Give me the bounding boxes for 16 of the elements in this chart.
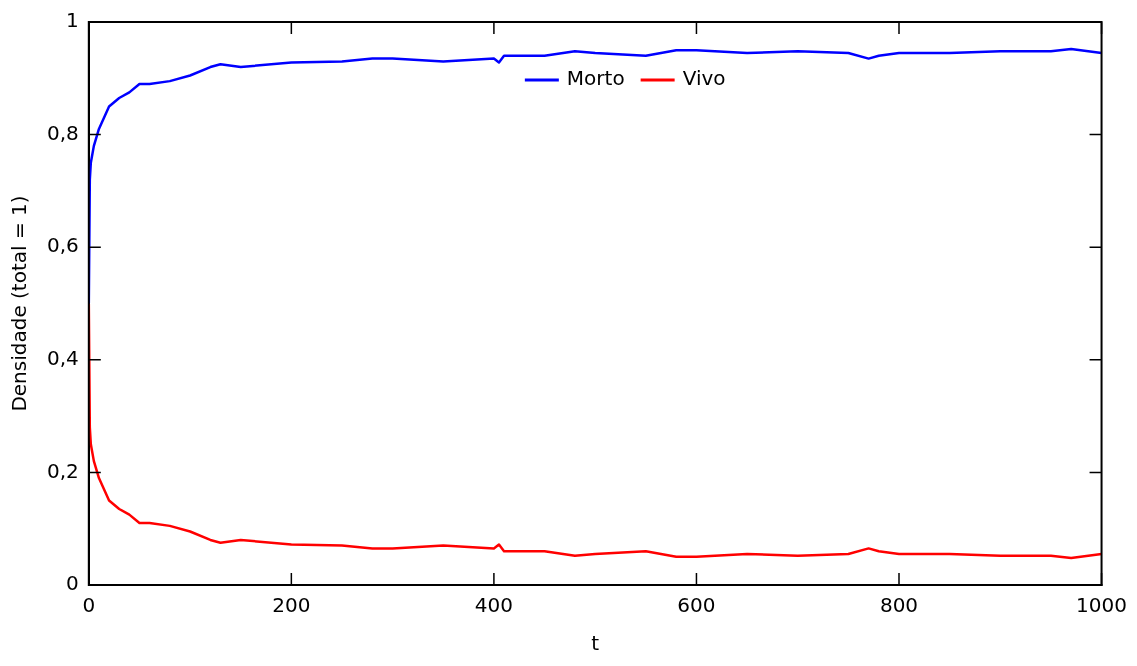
x-tick-label: 600 (677, 593, 716, 618)
y-axis-title: Densidade (total = 1) (7, 195, 32, 412)
y-tick-label: 0,8 (46, 120, 79, 145)
y-tick-label: 0 (66, 571, 79, 596)
x-tick-label: 200 (272, 593, 311, 618)
y-tick-label: 0,2 (46, 458, 79, 483)
x-tick-label: 1000 (1076, 593, 1127, 618)
x-tick-label: 400 (474, 593, 513, 618)
legend-label: Vivo (682, 66, 726, 91)
x-axis-title: t (591, 631, 600, 656)
x-tick-label: 800 (879, 593, 919, 618)
legend-label: Morto (566, 66, 625, 91)
x-tick-label: 0 (82, 593, 96, 618)
y-tick-label: 0,4 (46, 346, 79, 370)
y-tick-label: 1 (66, 8, 79, 33)
y-tick-label: 0,6 (46, 233, 79, 258)
